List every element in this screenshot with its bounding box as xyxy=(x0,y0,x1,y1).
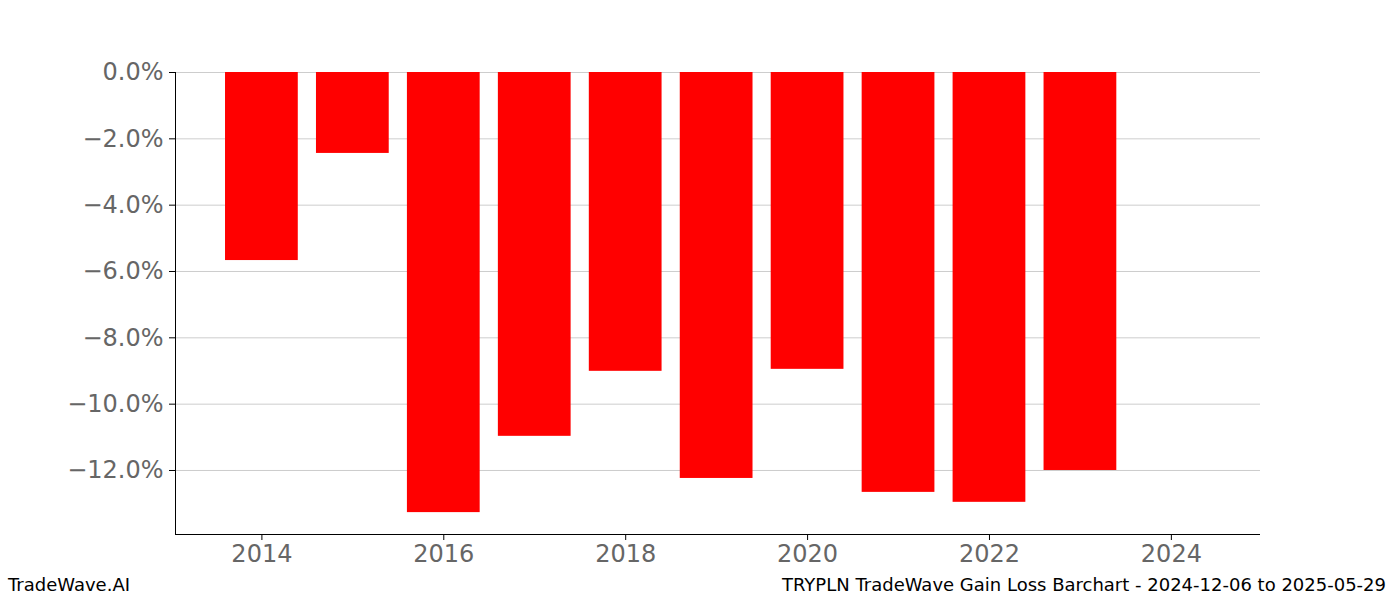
svg-text:−6.0%: −6.0% xyxy=(82,257,163,285)
svg-text:−8.0%: −8.0% xyxy=(82,324,163,352)
svg-text:2022: 2022 xyxy=(959,540,1020,565)
svg-text:−4.0%: −4.0% xyxy=(82,191,163,219)
html-text:TRYPLN TradeWave Gain Loss Bar: TRYPLN TradeWave Gain Loss Barchart - 20… xyxy=(782,574,1386,595)
svg-text:0.0%: 0.0% xyxy=(103,58,164,86)
html-text:TradeWave.AI: TradeWave.AI xyxy=(8,574,130,595)
svg-text:2024: 2024 xyxy=(1141,540,1202,565)
svg-text:−2.0%: −2.0% xyxy=(82,125,163,153)
svg-text:2018: 2018 xyxy=(595,540,656,565)
svg-text:2014: 2014 xyxy=(231,540,292,565)
svg-text:2020: 2020 xyxy=(777,540,838,565)
svg-text:2016: 2016 xyxy=(413,540,474,565)
svg-text:−12.0%: −12.0% xyxy=(67,456,163,484)
svg-text:−10.0%: −10.0% xyxy=(67,390,163,418)
